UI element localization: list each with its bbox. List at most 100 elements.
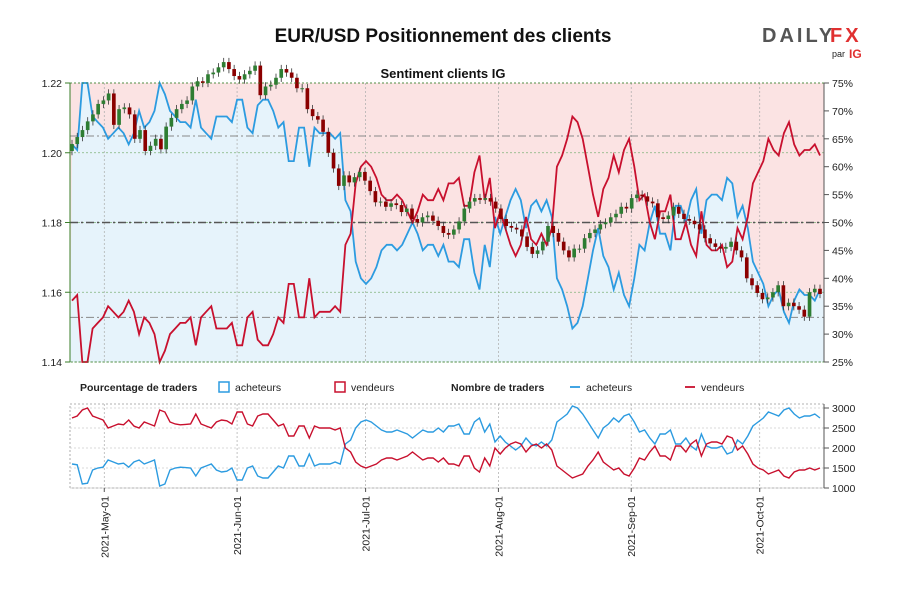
candle (776, 281, 780, 297)
candle-body (101, 100, 106, 104)
candle (363, 167, 367, 185)
pct-tick-label: 25% (832, 357, 853, 369)
candle (619, 202, 624, 218)
candle-body (410, 208, 414, 220)
candle (760, 288, 765, 304)
candle (812, 284, 817, 297)
candle (122, 103, 127, 114)
candle (818, 284, 822, 299)
candle-body (739, 250, 744, 258)
candle-body (750, 278, 754, 286)
candle-body (242, 74, 247, 80)
candle (101, 96, 106, 109)
candle (394, 199, 399, 210)
candle-body (185, 100, 189, 104)
pct-tick-label: 45% (832, 245, 853, 257)
candle-body (153, 138, 158, 146)
candle (425, 211, 430, 222)
candle-body (452, 229, 456, 235)
candle (520, 225, 524, 241)
candle (588, 228, 592, 243)
candle (284, 64, 289, 77)
candle-body (305, 88, 310, 110)
candle-body (342, 175, 346, 186)
candle (504, 214, 508, 231)
candle (708, 234, 712, 248)
candle (174, 104, 179, 123)
candle-body (258, 65, 263, 96)
price-tick-label: 1.22 (42, 78, 63, 90)
candle (274, 73, 278, 89)
candle (624, 202, 629, 213)
candle-body (687, 219, 692, 221)
candle-body (514, 227, 519, 230)
candle (415, 214, 420, 227)
candle (635, 190, 639, 203)
candle-body (373, 191, 378, 203)
candle-body (661, 217, 665, 220)
candle (771, 288, 775, 302)
legend-pct-long-swatch (218, 381, 230, 393)
candle (326, 127, 331, 157)
candle (792, 298, 796, 311)
candle (478, 193, 482, 205)
candle (603, 218, 608, 229)
legend-pct-short-label: vendeurs (351, 382, 394, 394)
candle-body (174, 109, 179, 118)
candle-body (629, 198, 634, 209)
candle-body (619, 206, 624, 214)
candle (316, 111, 320, 124)
candle-body (676, 206, 681, 214)
candle-body (577, 248, 582, 250)
candle-body (608, 217, 613, 223)
candle (472, 193, 477, 206)
candle-body (635, 194, 639, 199)
candle-body (206, 74, 210, 83)
candle-body (431, 215, 435, 221)
candle (352, 172, 357, 187)
price-tick-label: 1.20 (42, 148, 63, 160)
candle-body (200, 81, 205, 83)
candle (206, 70, 210, 88)
candle (682, 209, 686, 224)
candle-body (493, 201, 498, 209)
candle (546, 221, 550, 246)
candle (85, 117, 90, 135)
candle (493, 197, 498, 213)
candle (551, 221, 556, 238)
candle-body (671, 206, 676, 216)
candle (117, 104, 121, 130)
candle-body (588, 232, 592, 239)
candle (640, 190, 644, 201)
candle (258, 61, 263, 100)
candle-body (771, 292, 775, 298)
candle (132, 110, 137, 143)
date-tick-label: 2021-Jul-01 (361, 496, 373, 552)
candle (797, 302, 801, 314)
num-long-line (71, 405, 821, 487)
candle (242, 70, 247, 84)
candle-body (598, 224, 603, 230)
pct-tick-label: 75% (832, 78, 853, 90)
candle (462, 204, 467, 226)
candle-body (326, 131, 331, 153)
candle (169, 113, 174, 131)
legend-pct-short-swatch (334, 381, 346, 393)
candle (666, 211, 671, 224)
candle (75, 132, 80, 149)
candle (357, 167, 362, 182)
candle (310, 104, 315, 121)
candle-body (85, 121, 90, 131)
candle (373, 186, 378, 207)
pct-tick-label: 30% (832, 329, 853, 341)
legend-num-long-label: acheteurs (586, 382, 632, 394)
candle (739, 246, 744, 262)
candle (112, 89, 116, 130)
candle-body (80, 130, 85, 138)
candle-body (347, 175, 352, 183)
candle-body (682, 213, 686, 220)
candle (436, 216, 440, 231)
candle-body (776, 285, 780, 293)
dailyfx-logo: DAILY FX par IG (762, 25, 862, 61)
candle-body (159, 138, 163, 150)
